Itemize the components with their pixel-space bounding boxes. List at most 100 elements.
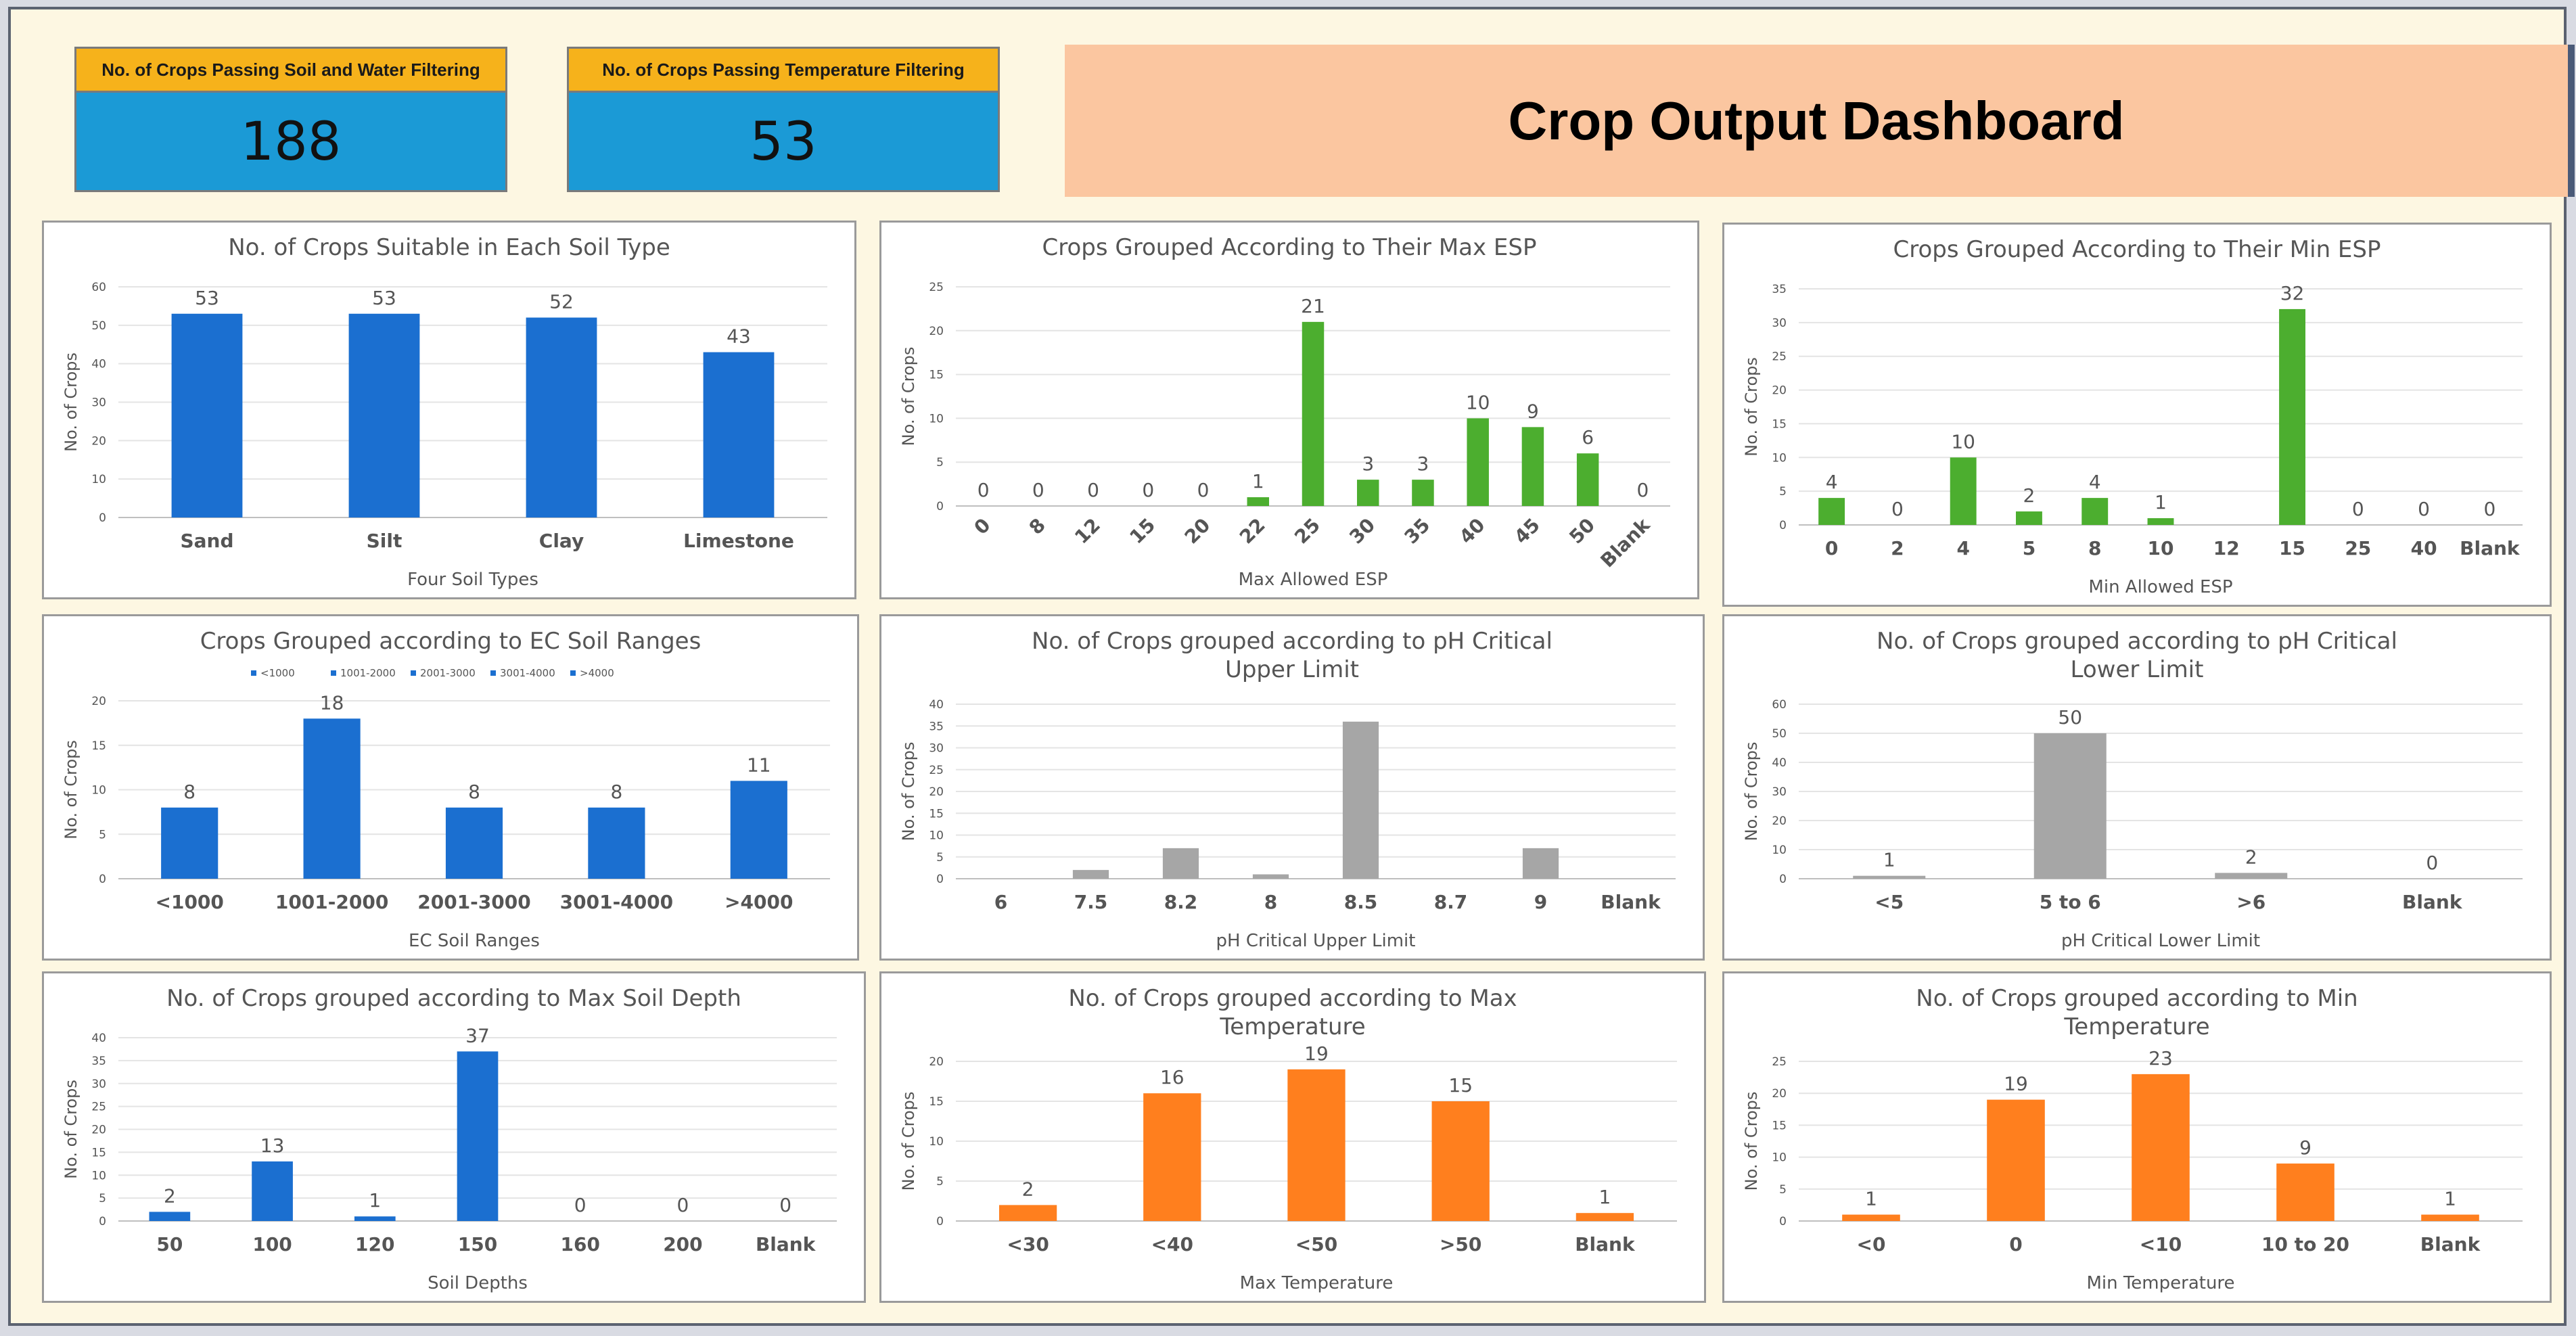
y-tick-label: 10: [91, 784, 106, 798]
data-label: 10: [1951, 430, 1975, 453]
y-tick-label: 30: [1772, 317, 1787, 330]
chart-title: No. of Crops grouped according to pH Cri…: [1032, 628, 1552, 683]
chart-max-esp[interactable]: Crops Grouped According to Their Max ESP…: [879, 221, 1699, 599]
chart-ec-soil[interactable]: Crops Grouped according to EC Soil Range…: [42, 614, 859, 961]
data-label: 0: [1032, 479, 1044, 501]
x-tick-label: 10: [2148, 537, 2174, 559]
kpi-temperature: No. of Crops Passing Temperature Filteri…: [567, 47, 1000, 192]
bar: [149, 1212, 191, 1221]
x-axis-label: Max Allowed ESP: [1239, 570, 1388, 590]
data-label: 52: [549, 290, 574, 313]
y-tick-label: 25: [91, 1101, 106, 1114]
x-tick-label: 120: [355, 1233, 394, 1256]
chart-max-temperature[interactable]: No. of Crops grouped according to Max Tem…: [879, 971, 1706, 1303]
chart-title: No. of Crops grouped according to Max So…: [166, 985, 741, 1012]
bar: [2082, 498, 2109, 525]
data-label: 3: [1417, 453, 1429, 475]
bar: [1521, 427, 1544, 506]
y-tick-label: 40: [929, 698, 944, 712]
y-tick-label: 10: [929, 1135, 944, 1149]
y-tick-label: 5: [99, 828, 106, 842]
legend-swatch: [331, 670, 336, 676]
data-label: 0: [2426, 852, 2438, 874]
bar: [1342, 721, 1379, 879]
data-label: 8: [610, 781, 622, 803]
x-tick-label: Silt: [367, 530, 402, 552]
y-tick-label: 0: [936, 500, 944, 513]
x-tick-label: 22: [1235, 514, 1270, 549]
chart-soil-depth[interactable]: No. of Crops grouped according to Max So…: [42, 971, 866, 1303]
y-tick-label: 0: [99, 511, 106, 525]
bar: [1853, 875, 1926, 879]
x-tick-label: 5 to 6: [2040, 891, 2101, 913]
data-label: 0: [2352, 498, 2364, 520]
bar: [1818, 498, 1845, 525]
legend-swatch: [570, 670, 576, 676]
y-tick-label: 20: [929, 325, 944, 338]
chart-title: No. of Crops grouped according to Max Tem…: [1068, 985, 1517, 1040]
chart-title-line: Upper Limit: [1225, 656, 1359, 683]
y-tick-label: 25: [929, 281, 944, 294]
bar: [526, 317, 597, 517]
data-label: 53: [195, 287, 219, 309]
chart-title: Crops Grouped According to Their Max ESP: [1042, 234, 1537, 261]
y-tick-label: 15: [91, 1146, 106, 1159]
bar: [1143, 1093, 1201, 1221]
chart-title-line: No. of Crops grouped according to pH Cri…: [1877, 628, 2397, 655]
chart-title-line: Lower Limit: [2071, 656, 2204, 683]
x-tick-label: 3001-4000: [560, 891, 673, 913]
x-tick-label: 9: [1534, 891, 1547, 913]
y-tick-label: 15: [929, 369, 944, 382]
data-label: 1: [1865, 1188, 1877, 1210]
y-tick-label: 50: [91, 319, 106, 333]
bar: [1247, 497, 1270, 506]
chart-min-temperature[interactable]: No. of Crops grouped according to Min Tem…: [1722, 971, 2552, 1303]
x-tick-label: >4000: [724, 891, 793, 913]
x-tick-label: 50: [156, 1233, 183, 1256]
chart-min-esp[interactable]: Crops Grouped According to Their Min ESP…: [1722, 223, 2552, 607]
bar: [1287, 1069, 1346, 1221]
x-axis-label: pH Critical Lower Limit: [2061, 931, 2260, 951]
y-tick-label: 10: [1772, 451, 1787, 465]
x-tick-label: 8.5: [1344, 891, 1378, 913]
chart-title: Crops Grouped according to EC Soil Range…: [200, 628, 702, 655]
x-tick-label: <1000: [156, 891, 224, 913]
data-label: 0: [1087, 479, 1099, 501]
bar: [1576, 453, 1599, 506]
x-tick-label: 8: [1025, 514, 1050, 539]
chart-ph-lower[interactable]: No. of Crops grouped according to pH Cri…: [1722, 614, 2552, 961]
data-label: 18: [320, 691, 344, 714]
x-tick-label: 8.7: [1434, 891, 1468, 913]
bar: [445, 807, 503, 879]
y-tick-label: 15: [929, 807, 944, 821]
x-tick-label: 35: [1400, 514, 1435, 549]
chart-svg: No. of Crops grouped according to Min Tem…: [1742, 985, 2523, 1293]
x-axis-label: EC Soil Ranges: [409, 931, 540, 951]
bar: [1576, 1213, 1634, 1221]
x-tick-label: 15: [1125, 514, 1159, 549]
data-label: 2: [2023, 484, 2036, 507]
x-axis-label: pH Critical Upper Limit: [1216, 931, 1416, 951]
y-tick-label: 20: [929, 1055, 944, 1069]
y-tick-label: 15: [1772, 417, 1787, 431]
bar: [171, 313, 243, 517]
x-tick-label: 25: [2345, 537, 2371, 559]
bar: [1356, 480, 1379, 506]
x-tick-label: Blank: [1596, 513, 1655, 572]
data-label: 1: [1883, 849, 1895, 871]
y-tick-label: 0: [99, 1215, 106, 1228]
chart-ph-upper[interactable]: No. of Crops grouped according to pH Cri…: [879, 614, 1705, 961]
bar: [354, 1216, 396, 1221]
y-tick-label: 5: [1779, 485, 1787, 499]
y-tick-label: 25: [1772, 350, 1787, 364]
chart-soil-type[interactable]: No. of Crops Suitable in Each Soil Type 0…: [42, 221, 856, 599]
legend-label: 2001-3000: [420, 667, 476, 679]
bar: [703, 352, 775, 517]
bar: [252, 1161, 293, 1221]
bar: [2016, 511, 2042, 525]
kpi-soil-water-label: No. of Crops Passing Soil and Water Filt…: [76, 49, 505, 93]
x-tick-label: 2: [1891, 537, 1904, 559]
data-label: 0: [779, 1194, 791, 1216]
x-tick-label: Blank: [2420, 1233, 2481, 1256]
x-tick-label: 0: [1825, 537, 1838, 559]
